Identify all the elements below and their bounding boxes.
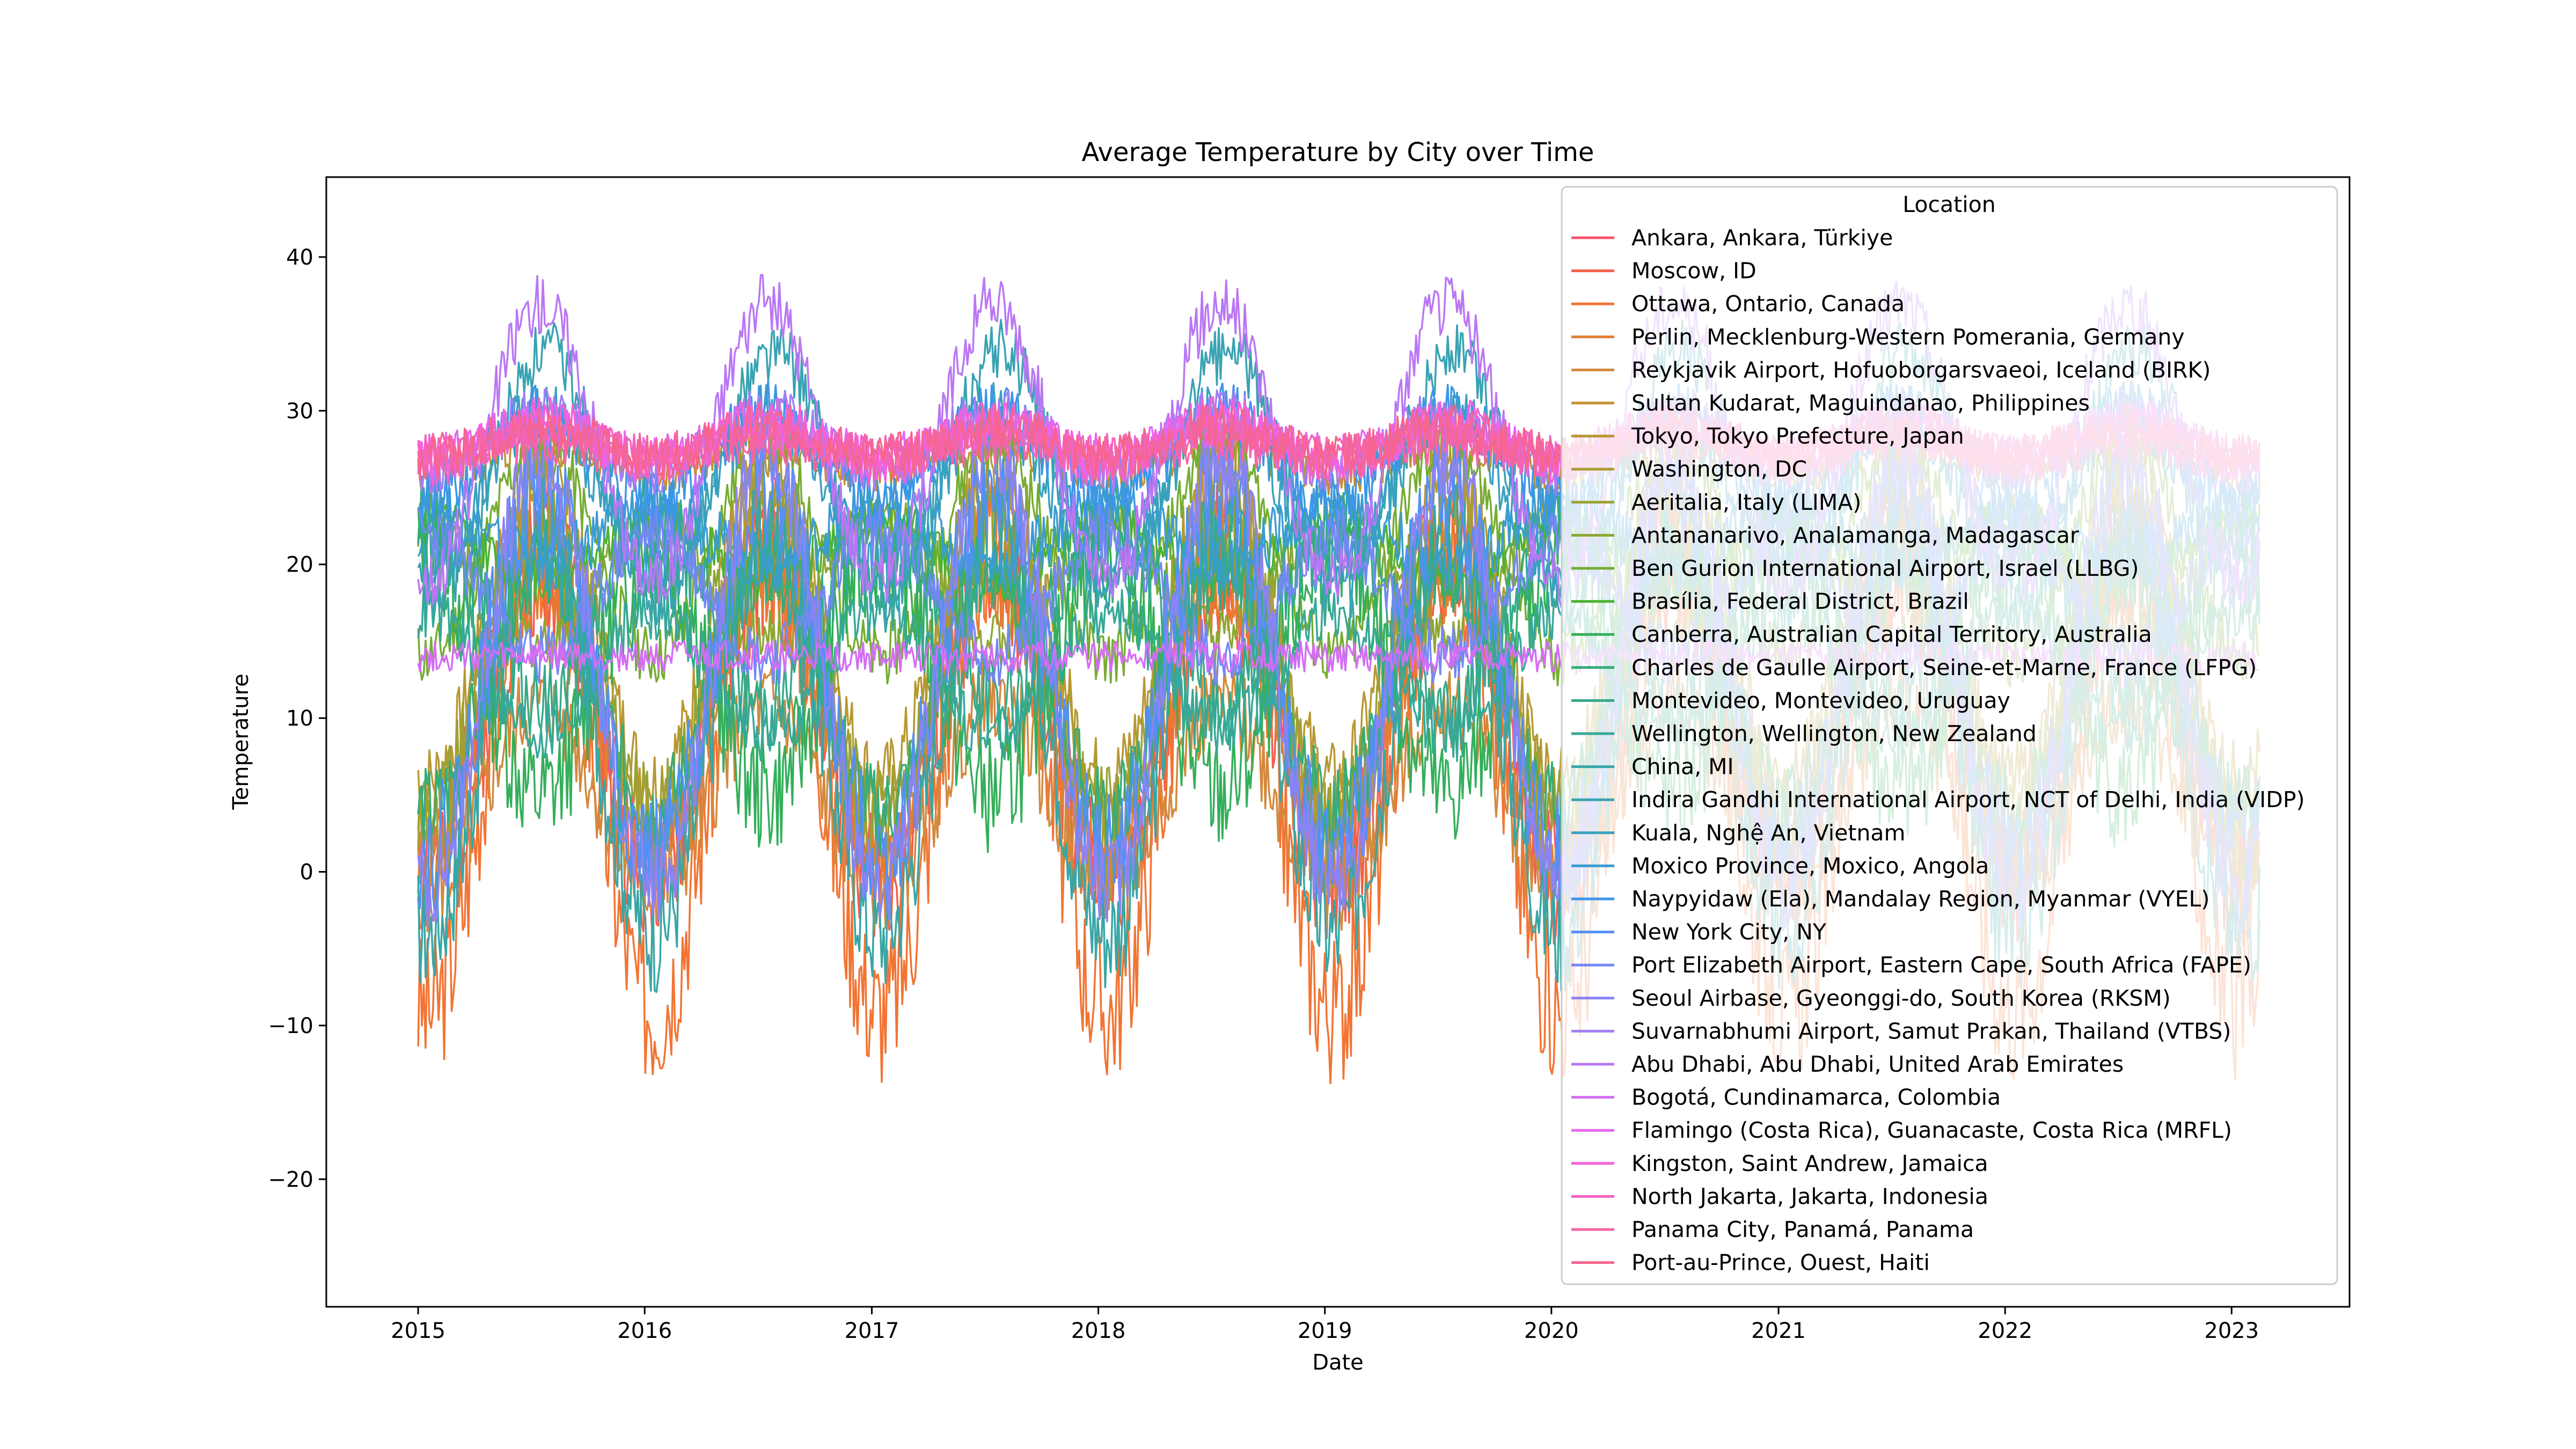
legend-item: Moscow, ID — [1571, 258, 1757, 284]
chart-title: Average Temperature by City over Time — [1082, 137, 1594, 167]
x-tick-label: 2016 — [617, 1319, 672, 1343]
legend-item: Aeritalia, Italy (LIMA) — [1571, 489, 1861, 515]
legend-item: Suvarnabhumi Airport, Samut Prakan, Thai… — [1571, 1018, 2231, 1044]
legend-label: Wellington, Wellington, New Zealand — [1631, 721, 2037, 747]
x-tick-label: 2015 — [391, 1319, 445, 1343]
legend-label: Indira Gandhi International Airport, NCT… — [1631, 787, 2305, 813]
legend-item: Kuala, Nghệ An, Vietnam — [1571, 820, 1905, 846]
legend-label: Antananarivo, Analamanga, Madagascar — [1631, 522, 2079, 548]
y-tick-label: 20 — [286, 553, 313, 577]
legend-label: Aeritalia, Italy (LIMA) — [1631, 489, 1861, 515]
legend-item: Sultan Kudarat, Maguindanao, Philippines — [1571, 390, 2090, 416]
x-tick-label: 2020 — [1524, 1319, 1579, 1343]
legend-label: Tokyo, Tokyo Prefecture, Japan — [1631, 423, 1964, 449]
y-tick-label: 40 — [286, 245, 313, 270]
legend-label: Sultan Kudarat, Maguindanao, Philippines — [1631, 390, 2090, 416]
legend-item: Port Elizabeth Airport, Eastern Cape, So… — [1571, 952, 2251, 978]
x-axis-label: Date — [1312, 1350, 1364, 1375]
x-tick-label: 2021 — [1751, 1319, 1806, 1343]
legend-item: Ben Gurion International Airport, Israel… — [1571, 555, 2139, 581]
legend-item: Charles de Gaulle Airport, Seine-et-Marn… — [1571, 655, 2257, 680]
legend-title: Location — [1902, 192, 1995, 217]
legend-label: Montevideo, Montevideo, Uruguay — [1631, 687, 2010, 713]
x-tick-label: 2017 — [845, 1319, 899, 1343]
legend-box — [1561, 186, 2338, 1285]
x-tick-label: 2019 — [1298, 1319, 1352, 1343]
x-tick-label: 2022 — [1978, 1319, 2032, 1343]
legend-item: North Jakarta, Jakarta, Indonesia — [1571, 1183, 1988, 1209]
legend: Location Ankara, Ankara, Türkiye Moscow, … — [1561, 186, 2338, 1285]
legend-label: Port Elizabeth Airport, Eastern Cape, So… — [1631, 952, 2251, 978]
legend-label: Ottawa, Ontario, Canada — [1631, 291, 1905, 317]
legend-label: Flamingo (Costa Rica), Guanacaste, Costa… — [1631, 1117, 2232, 1143]
legend-label: Naypyidaw (Ela), Mandalay Region, Myanma… — [1631, 886, 2209, 912]
legend-label: Seoul Airbase, Gyeonggi-do, South Korea … — [1631, 985, 2171, 1011]
x-tick-label: 2018 — [1071, 1319, 1126, 1343]
legend-label: Washington, DC — [1631, 456, 1807, 482]
legend-entries: Ankara, Ankara, Türkiye Moscow, ID Ottawa,… — [1571, 225, 2305, 1276]
legend-item: Montevideo, Montevideo, Uruguay — [1571, 687, 2010, 713]
legend-item: Perlin, Mecklenburg-Western Pomerania, G… — [1571, 324, 2185, 350]
legend-label: Moscow, ID — [1631, 258, 1757, 284]
legend-item: Bogotá, Cundinamarca, Colombia — [1571, 1085, 2001, 1110]
legend-item: Moxico Province, Moxico, Angola — [1571, 853, 1989, 879]
legend-item: Tokyo, Tokyo Prefecture, Japan — [1571, 423, 1964, 449]
y-axis-label: Temperature — [229, 674, 253, 810]
y-axis: −20 −10 0 10 20 30 40 — [268, 245, 326, 1192]
legend-label: Ankara, Ankara, Türkiye — [1631, 225, 1893, 251]
legend-item: Kingston, Saint Andrew, Jamaica — [1571, 1151, 1988, 1176]
legend-label: Perlin, Mecklenburg-Western Pomerania, G… — [1631, 324, 2185, 350]
legend-item: Ankara, Ankara, Türkiye — [1571, 225, 1893, 251]
legend-label: Reykjavik Airport, Hofuoborgarsvaeoi, Ic… — [1631, 357, 2211, 383]
legend-label: Ben Gurion International Airport, Israel… — [1631, 555, 2139, 581]
y-tick-label: 30 — [286, 399, 313, 423]
legend-item: Naypyidaw (Ela), Mandalay Region, Myanma… — [1571, 886, 2209, 912]
plot-frame — [325, 176, 2351, 1308]
legend-item: Wellington, Wellington, New Zealand — [1571, 721, 2037, 747]
legend-label: Suvarnabhumi Airport, Samut Prakan, Thai… — [1631, 1018, 2231, 1044]
x-axis: 2015 2016 2017 2018 2019 2020 2021 2022 2023 — [391, 1307, 2259, 1343]
legend-item: Port-au-Prince, Ouest, Haiti — [1571, 1250, 1930, 1276]
legend-item: China, MI — [1571, 754, 1734, 780]
y-tick-label: 10 — [286, 706, 313, 731]
legend-label: Canberra, Australian Capital Territory, … — [1631, 621, 2152, 647]
legend-item: New York City, NY — [1571, 919, 1827, 945]
legend-label: Charles de Gaulle Airport, Seine-et-Marn… — [1631, 655, 2257, 680]
y-tick-label: −10 — [268, 1014, 313, 1038]
legend-item: Flamingo (Costa Rica), Guanacaste, Costa… — [1571, 1117, 2232, 1143]
x-tick-label: 2023 — [2204, 1319, 2259, 1343]
y-tick-label: −20 — [268, 1167, 313, 1192]
legend-item: Panama City, Panamá, Panama — [1571, 1217, 1974, 1242]
legend-label: Port-au-Prince, Ouest, Haiti — [1631, 1250, 1930, 1276]
legend-label: New York City, NY — [1631, 919, 1827, 945]
legend-item: Canberra, Australian Capital Territory, … — [1571, 621, 2152, 647]
legend-label: Abu Dhabi, Abu Dhabi, United Arab Emirat… — [1631, 1051, 2124, 1077]
legend-item: Washington, DC — [1571, 456, 1807, 482]
legend-label: Bogotá, Cundinamarca, Colombia — [1631, 1085, 2001, 1110]
legend-item: Reykjavik Airport, Hofuoborgarsvaeoi, Ic… — [1571, 357, 2211, 383]
legend-label: Brasília, Federal District, Brazil — [1631, 589, 1969, 614]
legend-label: Kingston, Saint Andrew, Jamaica — [1631, 1151, 1988, 1176]
y-tick-label: 0 — [300, 860, 313, 885]
legend-label: Kuala, Nghệ An, Vietnam — [1631, 820, 1905, 846]
legend-label: China, MI — [1631, 754, 1734, 780]
legend-item: Abu Dhabi, Abu Dhabi, United Arab Emirat… — [1571, 1051, 2124, 1077]
legend-label: Moxico Province, Moxico, Angola — [1631, 853, 1989, 879]
legend-label: North Jakarta, Jakarta, Indonesia — [1631, 1183, 1988, 1209]
legend-item: Indira Gandhi International Airport, NCT… — [1571, 787, 2305, 813]
legend-item: Seoul Airbase, Gyeonggi-do, South Korea … — [1571, 985, 2171, 1011]
legend-item: Ottawa, Ontario, Canada — [1571, 291, 1905, 317]
legend-label: Panama City, Panamá, Panama — [1631, 1217, 1974, 1242]
legend-item: Brasília, Federal District, Brazil — [1571, 589, 1969, 614]
legend-item: Antananarivo, Analamanga, Madagascar — [1571, 522, 2079, 548]
